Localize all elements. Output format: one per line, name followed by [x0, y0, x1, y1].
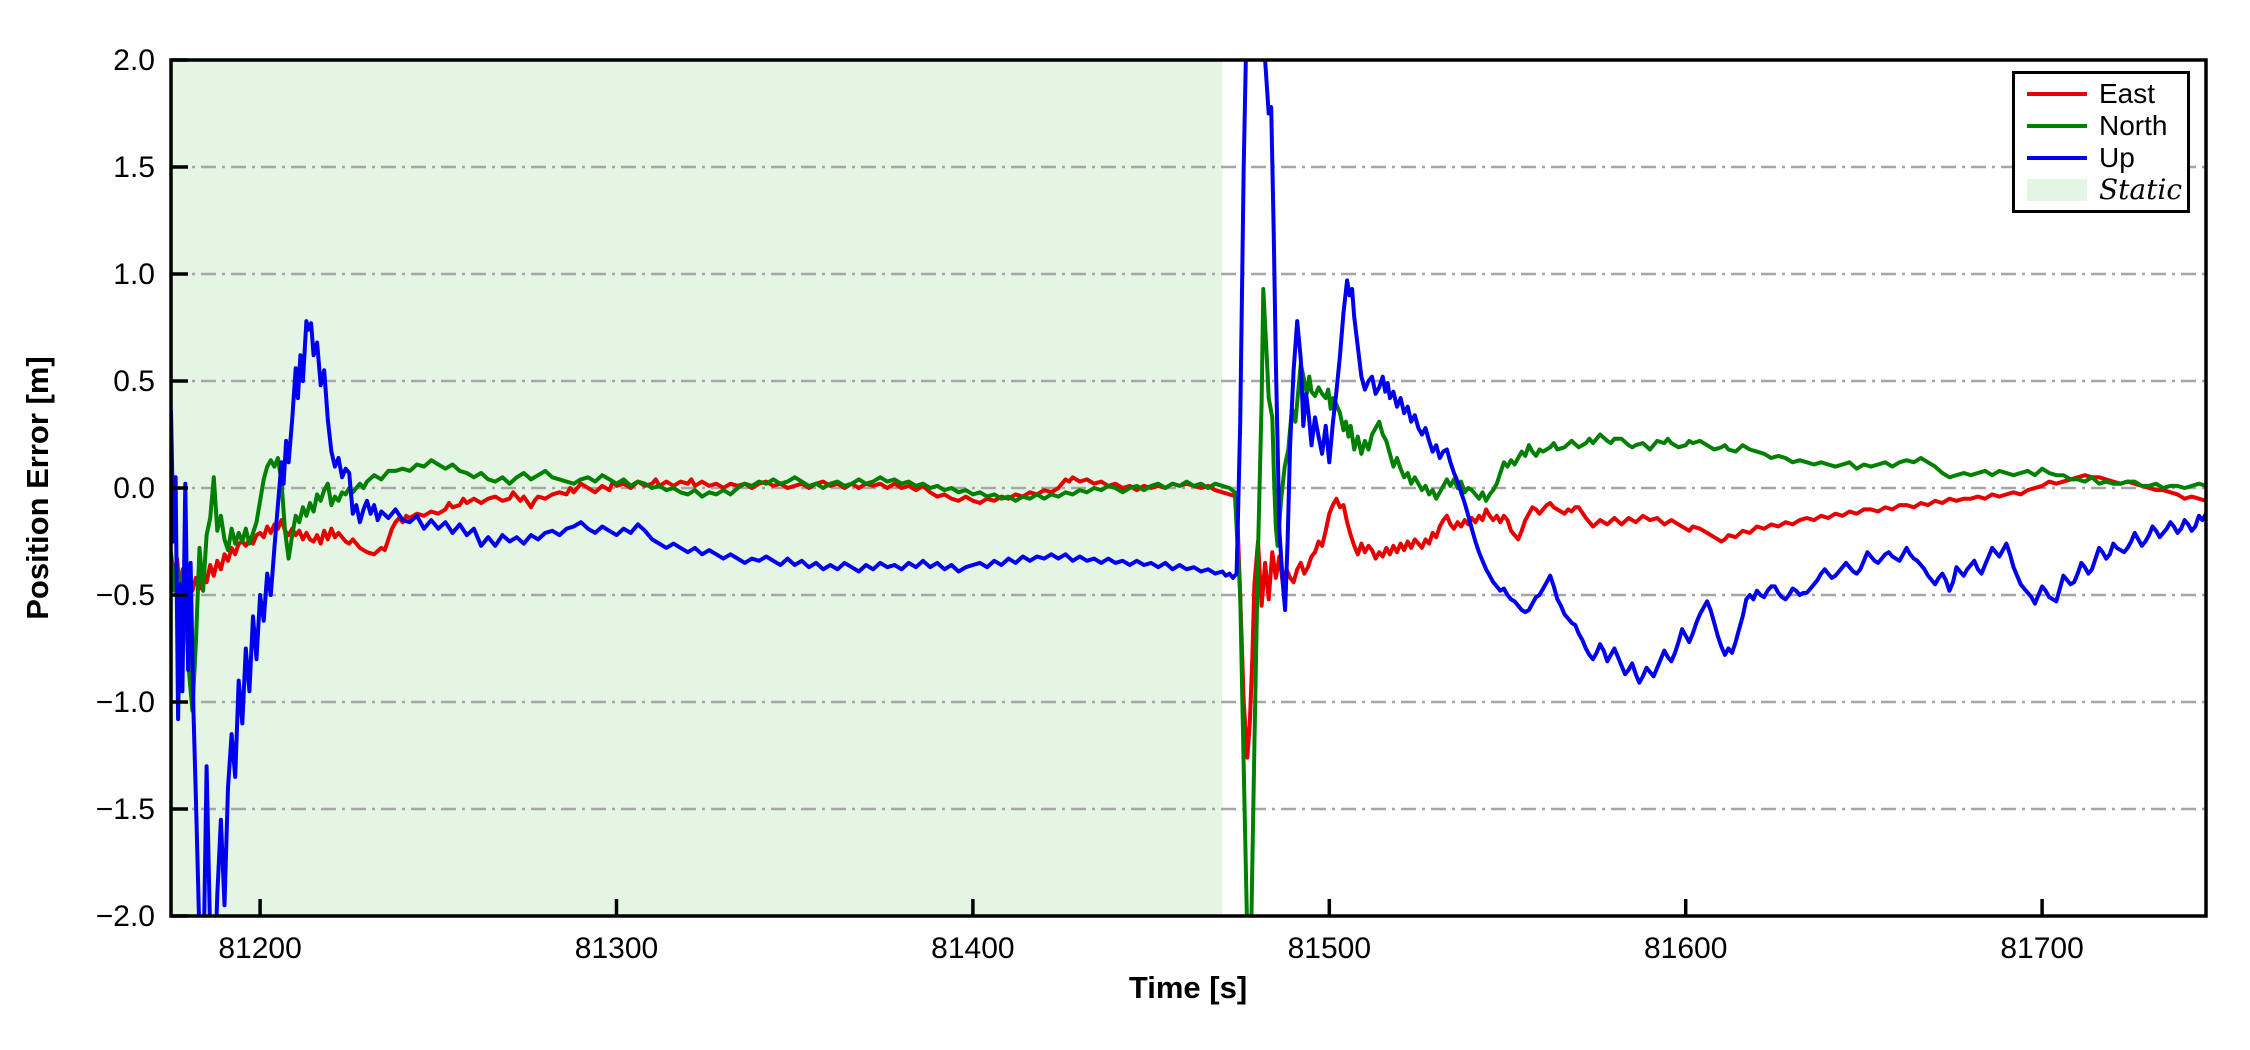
series-group — [171, 60, 2206, 916]
x-tick-label-81600: 81600 — [1644, 932, 1727, 965]
y-tick-label-2: 2.0 — [113, 44, 155, 77]
series-north-line — [171, 287, 2206, 916]
y-axis-title: Position Error [m] — [20, 356, 55, 620]
y-tick-label-1: 1.0 — [113, 258, 155, 291]
legend-label-east: East — [2099, 78, 2156, 109]
series-east-line — [171, 473, 2206, 760]
x-tick-label-81300: 81300 — [575, 932, 658, 965]
y-tick-label--1.5: −1.5 — [96, 793, 155, 826]
legend: East North Up Static — [2012, 71, 2190, 213]
legend-label-north: North — [2099, 110, 2168, 141]
y-tick-label--1: −1.0 — [96, 686, 155, 719]
x-tick-label-81200: 81200 — [218, 932, 301, 965]
x-tick-label-81500: 81500 — [1288, 932, 1371, 965]
y-tick-label-1.5: 1.5 — [113, 151, 155, 184]
legend-item-east: East — [2021, 78, 2181, 110]
legend-line-east-icon — [2027, 91, 2087, 97]
x-axis-title: Time [s] — [1128, 970, 1248, 1005]
y-tick-label-0: 0.0 — [113, 472, 155, 505]
legend-item-static: Static — [2021, 173, 2183, 206]
y-tick-label--0.5: −0.5 — [96, 579, 155, 612]
series-up-line — [171, 60, 2206, 916]
x-tick-label-81400: 81400 — [931, 932, 1014, 965]
x-tick-label-81700: 81700 — [2000, 932, 2083, 965]
legend-label-up: Up — [2099, 142, 2135, 173]
legend-item-up: Up — [2021, 142, 2181, 174]
legend-line-north-icon — [2027, 123, 2087, 129]
legend-label-static: Static — [2099, 173, 2183, 206]
y-tick-label--2: −2.0 — [96, 900, 155, 933]
legend-item-north: North — [2021, 110, 2181, 142]
y-tick-label-0.5: 0.5 — [113, 365, 155, 398]
legend-line-up-icon — [2027, 155, 2087, 161]
legend-patch-static-icon — [2027, 179, 2087, 201]
